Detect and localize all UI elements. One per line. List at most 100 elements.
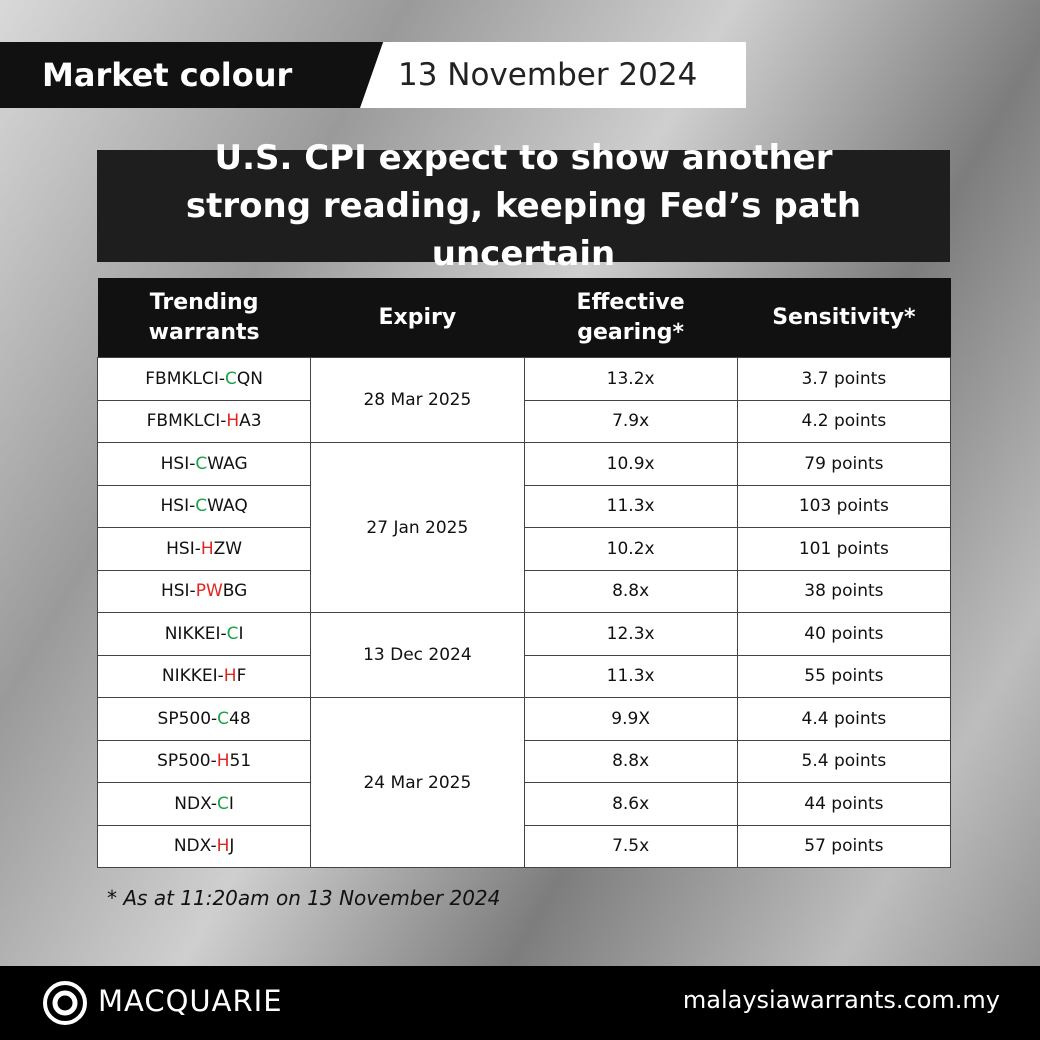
warrant-suffix: A3 xyxy=(239,411,262,432)
gearing-cell: 10.2x xyxy=(523,527,738,571)
warrant-flag: C xyxy=(226,623,239,644)
column-header: Effective gearing* xyxy=(524,278,738,358)
row: NIKKEI-HF 11.3x 55 points xyxy=(96,654,952,698)
warrant-prefix: HSI- xyxy=(166,538,201,559)
sensitivity-cell: 38 points xyxy=(736,569,952,613)
column-header: Sensitivity* xyxy=(737,278,951,358)
warrant-cell: SP500-C48 xyxy=(96,697,312,741)
warrant-flag: C xyxy=(217,793,229,814)
row: NIKKEI-CI 13 Dec 2024 12.3x 40 points xyxy=(96,612,952,698)
warrant-cell: FBMKLCI-CQN xyxy=(96,357,312,401)
warrant-flag: C xyxy=(217,708,230,729)
warrant-prefix: HSI- xyxy=(160,453,196,474)
warrant-suffix: QN xyxy=(236,368,263,389)
expiry-cell: 27 Jan 2025 xyxy=(310,442,525,613)
expiry-cell: 13 Dec 2024 xyxy=(310,612,525,698)
warrants-table: Trending warrants Expiry Effective gearing… xyxy=(96,278,952,868)
warrant-suffix: WAQ xyxy=(207,496,248,517)
warrant-suffix: 48 xyxy=(229,708,251,729)
warrant-cell: NIKKEI-HF xyxy=(96,654,312,698)
warrant-flag: C xyxy=(195,453,208,474)
row: NDX-CI 8.6x 44 points xyxy=(96,782,952,826)
row: SP500-C48 24 Mar 2025 9.9X 4.4 points xyxy=(96,697,952,868)
warrant-suffix: F xyxy=(236,666,247,687)
gearing-cell: 7.9x xyxy=(523,399,738,443)
url: malaysiawarrants.com.my xyxy=(682,986,1000,1014)
sensitivity-cell: 55 points xyxy=(736,654,952,698)
warrant-prefix: SP500- xyxy=(157,751,217,772)
warrant-prefix: NIKKEI- xyxy=(161,666,224,687)
warrant-flag: H xyxy=(226,411,240,432)
warrant-suffix: WAG xyxy=(207,453,248,474)
gearing-cell: 8.6x xyxy=(523,782,738,826)
gearing-cell: 8.8x xyxy=(523,569,738,613)
gearing-cell: 12.3x xyxy=(523,612,738,656)
sensitivity-cell: 57 points xyxy=(736,824,952,868)
sensitivity-cell: 79 points xyxy=(736,442,952,486)
gearing-cell: 8.8x xyxy=(523,739,738,783)
warrant-flag: PW xyxy=(195,581,223,602)
gearing-cell: 13.2x xyxy=(523,357,738,401)
warrant-flag: H xyxy=(200,538,214,559)
row: HSI-PWBG 8.8x 38 points xyxy=(96,569,952,613)
warrant-flag: C xyxy=(195,496,208,517)
row: HSI-HZW 10.2x 101 points xyxy=(96,527,952,571)
warrant-prefix: FBMKLCI- xyxy=(145,368,225,389)
expiry-cell: 28 Mar 2025 xyxy=(310,357,525,443)
sensitivity-cell: 4.2 points xyxy=(736,399,952,443)
headline: U.S. CPI expect to show another strong r… xyxy=(97,138,950,274)
brand: MACQUARIE xyxy=(98,984,283,1018)
warrant-suffix: BG xyxy=(222,581,248,602)
row: NDX-HJ 7.5x 57 points xyxy=(96,824,952,868)
sensitivity-cell: 4.4 points xyxy=(736,697,952,741)
warrant-prefix: HSI- xyxy=(160,496,196,517)
warrant-flag: C xyxy=(225,368,237,389)
warrant-prefix: NIKKEI- xyxy=(164,623,227,644)
column-header: Trending warrants xyxy=(97,278,311,358)
column-header: Expiry xyxy=(310,278,524,358)
warrant-prefix: SP500- xyxy=(157,708,218,729)
warrant-cell: HSI-PWBG xyxy=(96,569,312,613)
row: FBMKLCI-HA3 7.9x 4.2 points xyxy=(96,399,952,443)
warrant-suffix: 51 xyxy=(229,751,252,772)
warrant-suffix: I xyxy=(238,623,244,644)
warrant-flag: H xyxy=(216,751,230,772)
footnote: * As at 11:20am on 13 November 2024 xyxy=(107,886,501,910)
gearing-cell: 9.9X xyxy=(523,697,738,741)
row: SP500-H51 8.8x 5.4 points xyxy=(96,739,952,783)
footer-bar xyxy=(0,966,1040,1040)
gearing-cell: 10.9x xyxy=(523,442,738,486)
warrant-flag: H xyxy=(216,836,230,857)
warrant-cell: SP500-H51 xyxy=(96,739,312,783)
warrant-suffix: J xyxy=(229,836,235,857)
warrant-prefix: HSI- xyxy=(160,581,196,602)
sensitivity-cell: 3.7 points xyxy=(736,357,952,401)
warrant-cell: NDX-CI xyxy=(96,782,312,826)
header-date: 13 November 2024 xyxy=(360,42,746,108)
warrant-cell: HSI-HZW xyxy=(96,527,312,571)
gearing-cell: 7.5x xyxy=(523,824,738,868)
warrant-cell: FBMKLCI-HA3 xyxy=(96,399,312,443)
warrant-suffix: I xyxy=(228,793,234,814)
warrant-prefix: NDX- xyxy=(174,793,218,814)
row: HSI-CWAQ 11.3x 103 points xyxy=(96,484,952,528)
warrant-cell: HSI-CWAQ xyxy=(96,484,312,528)
warrant-prefix: NDX- xyxy=(173,836,217,857)
warrant-cell: NIKKEI-CI xyxy=(96,612,312,656)
warrant-flag: H xyxy=(223,666,237,687)
warrant-suffix: ZW xyxy=(213,538,243,559)
warrant-cell: HSI-CWAG xyxy=(96,442,312,486)
row: FBMKLCI-CQN 28 Mar 2025 13.2x 3.7 points xyxy=(96,357,952,443)
gearing-cell: 11.3x xyxy=(523,654,738,698)
sensitivity-cell: 103 points xyxy=(736,484,952,528)
gearing-cell: 11.3x xyxy=(523,484,738,528)
logo xyxy=(43,981,87,1025)
sensitivity-cell: 44 points xyxy=(736,782,952,826)
sensitivity-cell: 5.4 points xyxy=(736,739,952,783)
warrant-cell: NDX-HJ xyxy=(96,824,312,868)
header-label: Market colour xyxy=(0,42,385,108)
sensitivity-cell: 101 points xyxy=(736,527,952,571)
sensitivity-cell: 40 points xyxy=(736,612,952,656)
warrant-prefix: FBMKLCI- xyxy=(146,411,227,432)
